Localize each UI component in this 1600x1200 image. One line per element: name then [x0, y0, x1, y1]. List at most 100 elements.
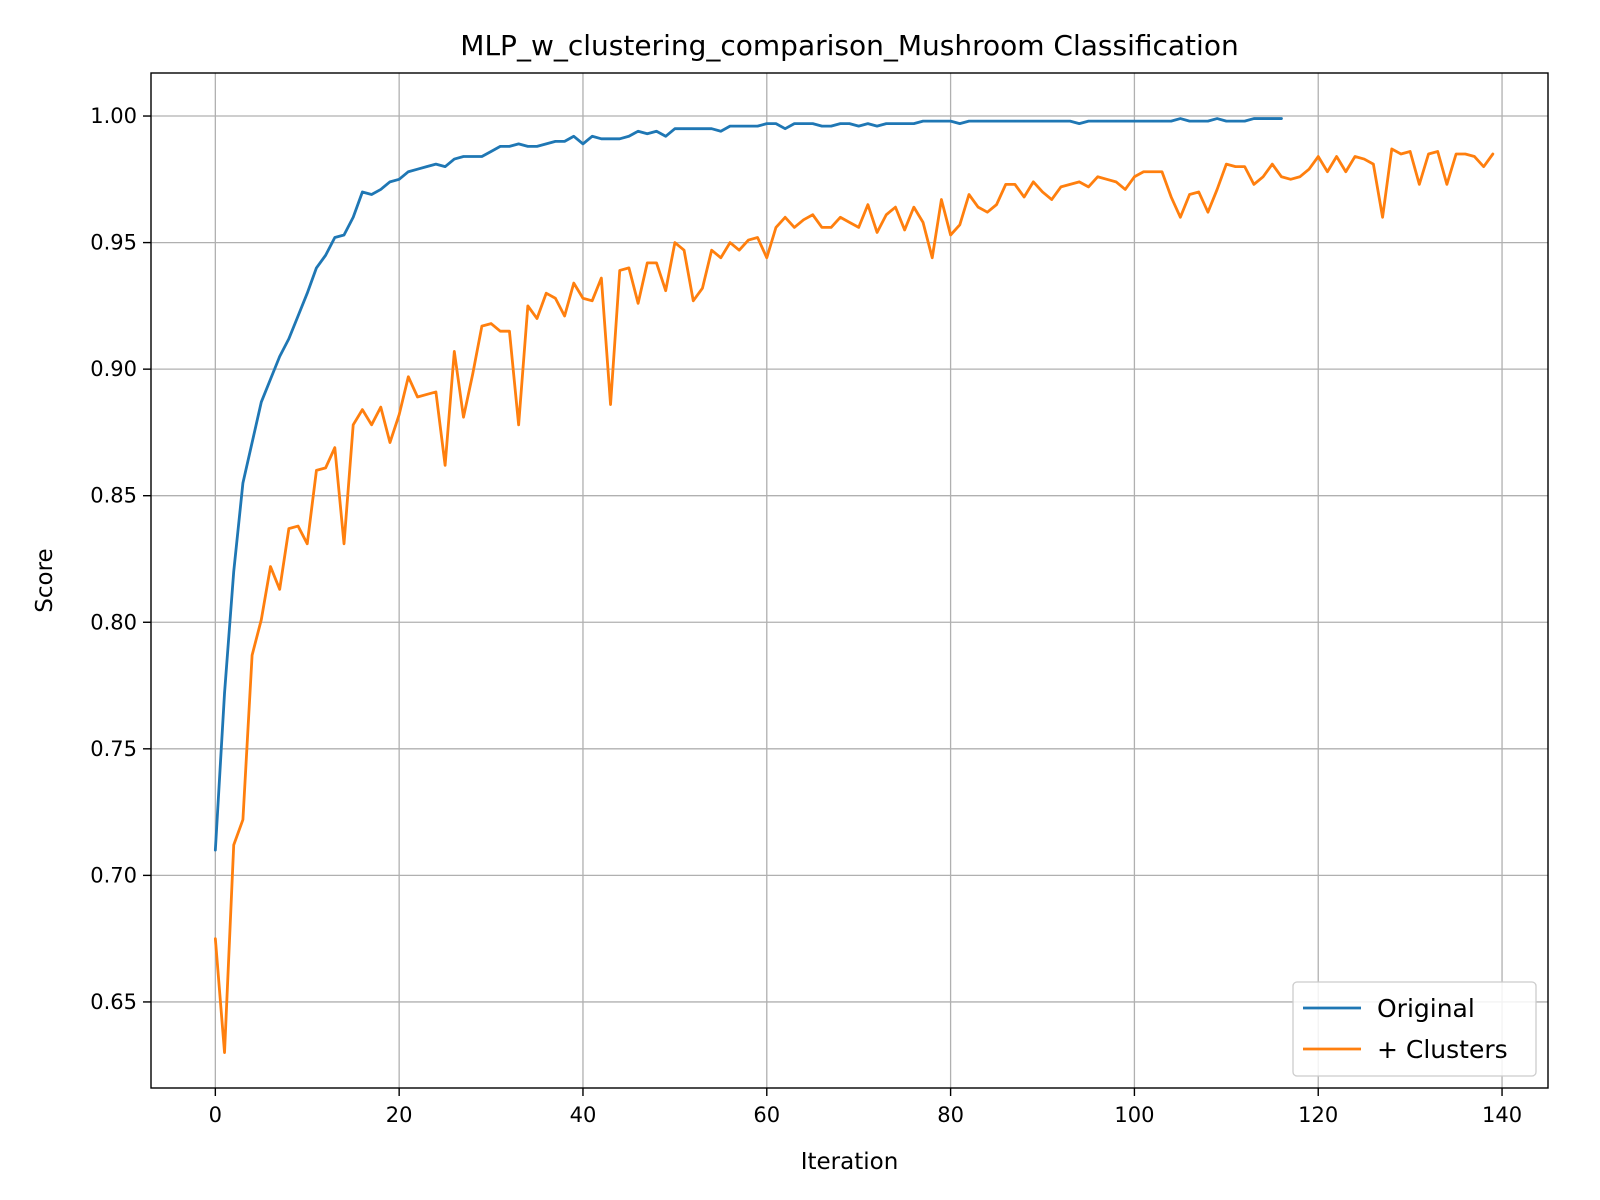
data-point: [232, 844, 235, 846]
data-point: [738, 125, 741, 127]
data-point: [591, 300, 593, 302]
axis-ticks: 0 20 40 60 80 100 120 140 0.65 0.70 0.75 0.80 0.85 0.…: [90, 104, 1522, 1127]
data-point: [407, 375, 410, 378]
data-point: [830, 226, 832, 229]
data-point: [499, 145, 502, 148]
data-point: [1363, 158, 1365, 160]
data-point: [1262, 117, 1264, 120]
data-point: [251, 441, 253, 444]
data-point: [1152, 170, 1154, 173]
data-point: [563, 140, 566, 143]
x-tick-label: 60: [753, 1103, 780, 1127]
series-layer: [213, 117, 1495, 1054]
data-point: [1280, 175, 1283, 178]
data-point: [334, 236, 336, 239]
data-point: [1023, 196, 1025, 198]
data-point: [830, 125, 832, 127]
data-point: [1179, 117, 1182, 120]
data-point: [462, 416, 465, 419]
data-point: [848, 122, 851, 125]
y-tick-label: 0.80: [90, 610, 137, 634]
data-point: [922, 120, 924, 122]
data-point: [242, 482, 244, 484]
data-point: [839, 216, 842, 219]
y-tick-label: 0.70: [90, 863, 137, 887]
data-point: [435, 163, 437, 165]
data-point: [1464, 153, 1467, 155]
data-point: [306, 292, 309, 295]
y-tick-label: 1.00: [90, 104, 137, 128]
data-point: [1050, 120, 1053, 122]
data-point: [1170, 120, 1172, 122]
data-point: [425, 165, 428, 168]
data-point: [591, 135, 593, 138]
data-point: [646, 262, 649, 264]
data-point: [223, 1051, 226, 1054]
data-point: [1133, 175, 1136, 178]
data-point: [1317, 155, 1320, 158]
legend-label: + Clusters: [1377, 1035, 1508, 1064]
data-point: [481, 155, 483, 158]
data-point: [1087, 120, 1090, 122]
data-point: [600, 277, 603, 279]
data-point: [269, 565, 272, 568]
data-point: [765, 122, 768, 125]
data-point: [462, 155, 465, 158]
data-point: [554, 140, 557, 143]
data-point: [370, 193, 373, 196]
data-point: [775, 122, 777, 125]
data-point: [1014, 120, 1016, 122]
data-point: [1060, 186, 1062, 188]
data-point: [793, 226, 796, 229]
data-point: [343, 543, 345, 545]
data-point: [1234, 165, 1237, 168]
data-point: [802, 219, 805, 221]
data-point: [729, 241, 731, 244]
data-point: [334, 446, 336, 449]
data-point: [1243, 120, 1246, 122]
data-point: [508, 145, 511, 148]
data-point: [1106, 120, 1108, 122]
data-point: [444, 464, 446, 467]
data-point: [1096, 120, 1099, 122]
data-point: [931, 120, 934, 122]
y-tick-label: 0.75: [90, 737, 137, 761]
data-point: [618, 138, 621, 140]
data-point: [1115, 120, 1117, 122]
data-point: [214, 937, 217, 940]
data-point: [664, 289, 667, 292]
data-point: [821, 125, 823, 127]
data-point: [1069, 183, 1071, 186]
data-point: [940, 198, 943, 201]
data-point: [1271, 163, 1274, 165]
data-point: [710, 249, 713, 251]
y-tick-label: 0.85: [90, 484, 137, 508]
data-point: [251, 654, 253, 656]
data-point: [315, 267, 318, 269]
data-point: [297, 525, 299, 527]
data-point: [1179, 216, 1182, 219]
data-point: [481, 325, 483, 327]
data-point: [609, 403, 612, 406]
data-point: [958, 224, 961, 226]
data-point: [600, 138, 603, 140]
x-tick-label: 80: [937, 1103, 964, 1127]
data-point: [885, 122, 888, 125]
data-point: [278, 588, 281, 591]
data-point: [398, 413, 400, 416]
data-point: [1335, 155, 1338, 158]
data-point: [1124, 120, 1127, 122]
plot-frame: [150, 72, 1549, 1089]
data-point: [1207, 120, 1209, 122]
data-point: [894, 206, 897, 208]
data-point: [876, 125, 878, 127]
data-point: [288, 527, 290, 530]
data-point: [1041, 191, 1044, 193]
data-point: [352, 424, 355, 426]
data-point: [297, 315, 299, 317]
data-point: [913, 206, 915, 208]
data-point: [628, 135, 630, 138]
data-point: [839, 122, 842, 125]
data-point: [784, 127, 786, 130]
